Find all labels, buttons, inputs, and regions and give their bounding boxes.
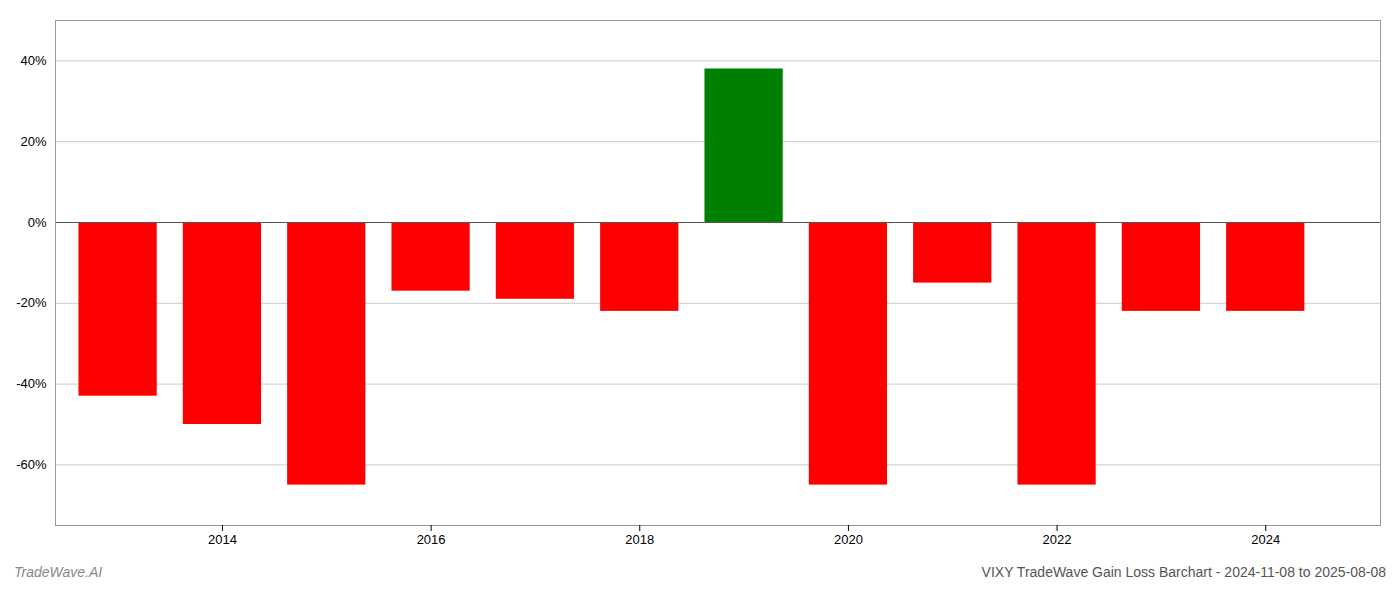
svg-text:-20%: -20% <box>16 295 47 310</box>
svg-text:2020: 2020 <box>834 532 863 547</box>
html-text:VIXY TradeWave Gain Loss Barch: VIXY TradeWave Gain Loss Barchart - 2024… <box>981 564 1386 580</box>
svg-text:40%: 40% <box>20 53 46 68</box>
svg-text:2022: 2022 <box>1043 532 1072 547</box>
svg-text:-60%: -60% <box>16 457 47 472</box>
svg-text:-40%: -40% <box>16 376 47 391</box>
svg-text:2024: 2024 <box>1251 532 1280 547</box>
svg-text:20%: 20% <box>20 134 46 149</box>
svg-text:2016: 2016 <box>417 532 446 547</box>
svg-text:2018: 2018 <box>625 532 654 547</box>
html-text:TradeWave.AI: TradeWave.AI <box>14 564 103 580</box>
svg-text:2014: 2014 <box>208 532 237 547</box>
svg-text:0%: 0% <box>28 215 47 230</box>
